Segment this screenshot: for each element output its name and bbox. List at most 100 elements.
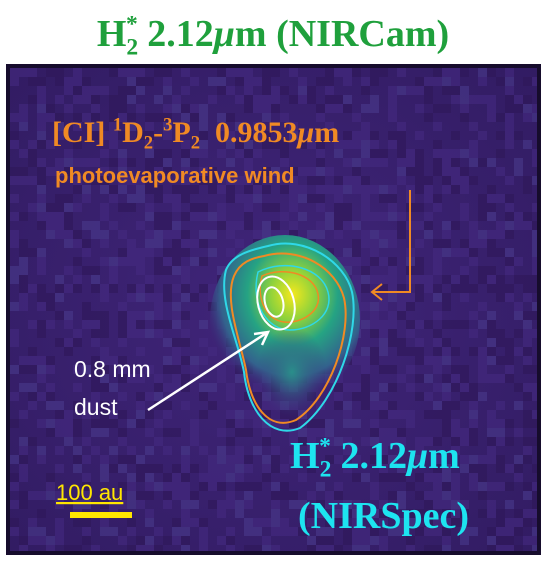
noise-pixel [487,509,496,518]
noise-pixel [190,500,199,509]
noise-pixel [433,455,442,464]
noise-pixel [415,527,424,536]
noise-pixel [91,311,100,320]
noise-pixel [523,518,532,527]
noise-pixel [334,518,343,527]
noise-pixel [208,473,217,482]
noise-pixel [154,185,163,194]
noise-pixel [424,392,433,401]
noise-pixel [91,86,100,95]
noise-pixel [163,500,172,509]
noise-pixel [460,275,469,284]
noise-pixel [136,401,145,410]
noise-pixel [163,194,172,203]
noise-pixel [460,374,469,383]
noise-pixel [307,95,316,104]
noise-pixel [253,419,262,428]
noise-pixel [352,455,361,464]
noise-pixel [451,158,460,167]
noise-pixel [334,149,343,158]
noise-pixel [10,194,19,203]
noise-pixel [28,158,37,167]
noise-pixel [451,473,460,482]
noise-pixel [55,221,64,230]
noise-pixel [325,428,334,437]
noise-pixel [82,185,91,194]
noise-pixel [289,167,298,176]
noise-pixel [109,95,118,104]
noise-pixel [505,356,514,365]
noise-pixel [28,68,37,77]
noise-pixel [163,266,172,275]
noise-pixel [226,527,235,536]
noise-pixel [505,176,514,185]
noise-pixel [361,374,370,383]
noise-pixel [451,131,460,140]
noise-pixel [190,203,199,212]
noise-pixel [415,266,424,275]
noise-pixel [379,212,388,221]
noise-pixel [226,464,235,473]
noise-pixel [433,140,442,149]
noise-pixel [280,482,289,491]
noise-pixel [451,275,460,284]
noise-pixel [190,491,199,500]
noise-pixel [163,293,172,302]
noise-pixel [433,410,442,419]
noise-pixel [100,86,109,95]
noise-pixel [523,221,532,230]
noise-pixel [64,167,73,176]
noise-pixel [145,293,154,302]
noise-pixel [190,104,199,113]
noise-pixel [19,383,28,392]
noise-pixel [523,311,532,320]
noise-pixel [388,131,397,140]
noise-pixel [532,545,537,551]
noise-pixel [451,383,460,392]
noise-pixel [505,95,514,104]
noise-pixel [118,500,127,509]
noise-pixel [199,383,208,392]
noise-pixel [10,392,19,401]
noise-pixel [190,437,199,446]
noise-pixel [163,284,172,293]
noise-pixel [451,248,460,257]
noise-pixel [451,320,460,329]
noise-pixel [379,473,388,482]
noise-pixel [433,464,442,473]
noise-pixel [415,104,424,113]
noise-pixel [181,383,190,392]
noise-pixel [262,68,271,77]
noise-pixel [145,545,154,551]
noise-pixel [532,176,537,185]
noise-pixel [19,356,28,365]
noise-pixel [505,68,514,77]
noise-pixel [154,392,163,401]
noise-pixel [91,545,100,551]
noise-pixel [181,446,190,455]
noise-pixel [361,230,370,239]
noise-pixel [127,158,136,167]
noise-pixel [163,167,172,176]
noise-pixel [145,203,154,212]
noise-pixel [388,284,397,293]
noise-pixel [145,77,154,86]
noise-pixel [181,212,190,221]
noise-pixel [451,284,460,293]
noise-pixel [163,149,172,158]
noise-pixel [217,455,226,464]
noise-pixel [361,383,370,392]
noise-pixel [469,419,478,428]
noise-pixel [460,68,469,77]
noise-pixel [496,419,505,428]
noise-pixel [352,185,361,194]
noise-pixel [73,401,82,410]
noise-pixel [28,491,37,500]
text-part: - [153,116,163,149]
noise-pixel [523,482,532,491]
noise-pixel [172,356,181,365]
noise-pixel [271,446,280,455]
noise-pixel [433,194,442,203]
noise-pixel [109,419,118,428]
noise-pixel [325,95,334,104]
